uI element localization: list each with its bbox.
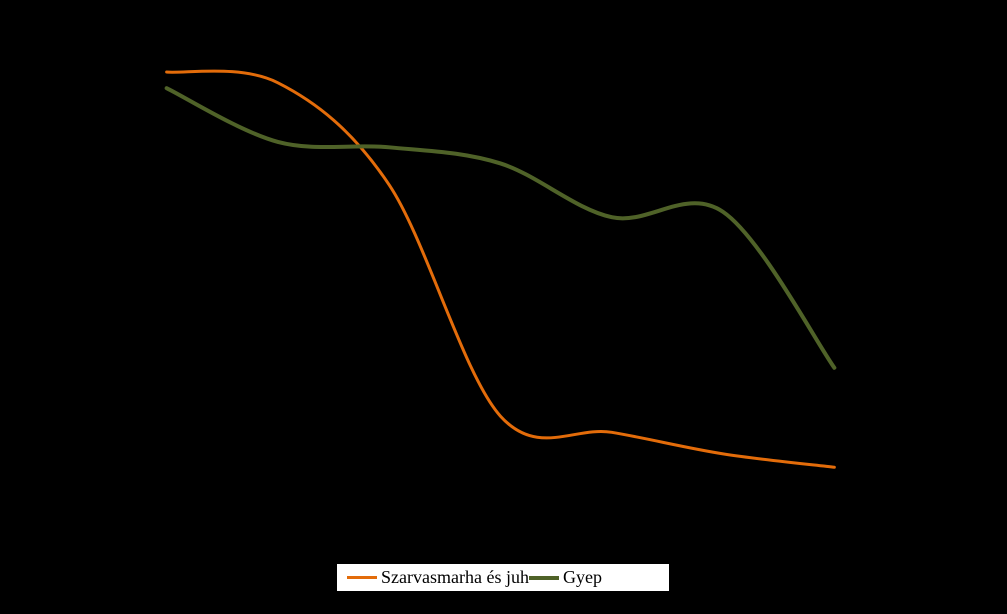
legend-swatch-gyep <box>528 575 559 580</box>
series-line-1 <box>164 86 837 370</box>
legend-item-szarvasmarha: Szarvasmarha és juh <box>347 567 529 588</box>
legend-swatch-szarvasmarha <box>347 576 377 579</box>
legend-label-szarvasmarha: Szarvasmarha és juh <box>381 567 529 587</box>
legend: Szarvasmarha és juh Gyep <box>336 563 670 592</box>
legend-item-gyep: Gyep <box>528 567 602 588</box>
series-line-0 <box>165 69 836 469</box>
legend-label-gyep: Gyep <box>562 567 602 587</box>
